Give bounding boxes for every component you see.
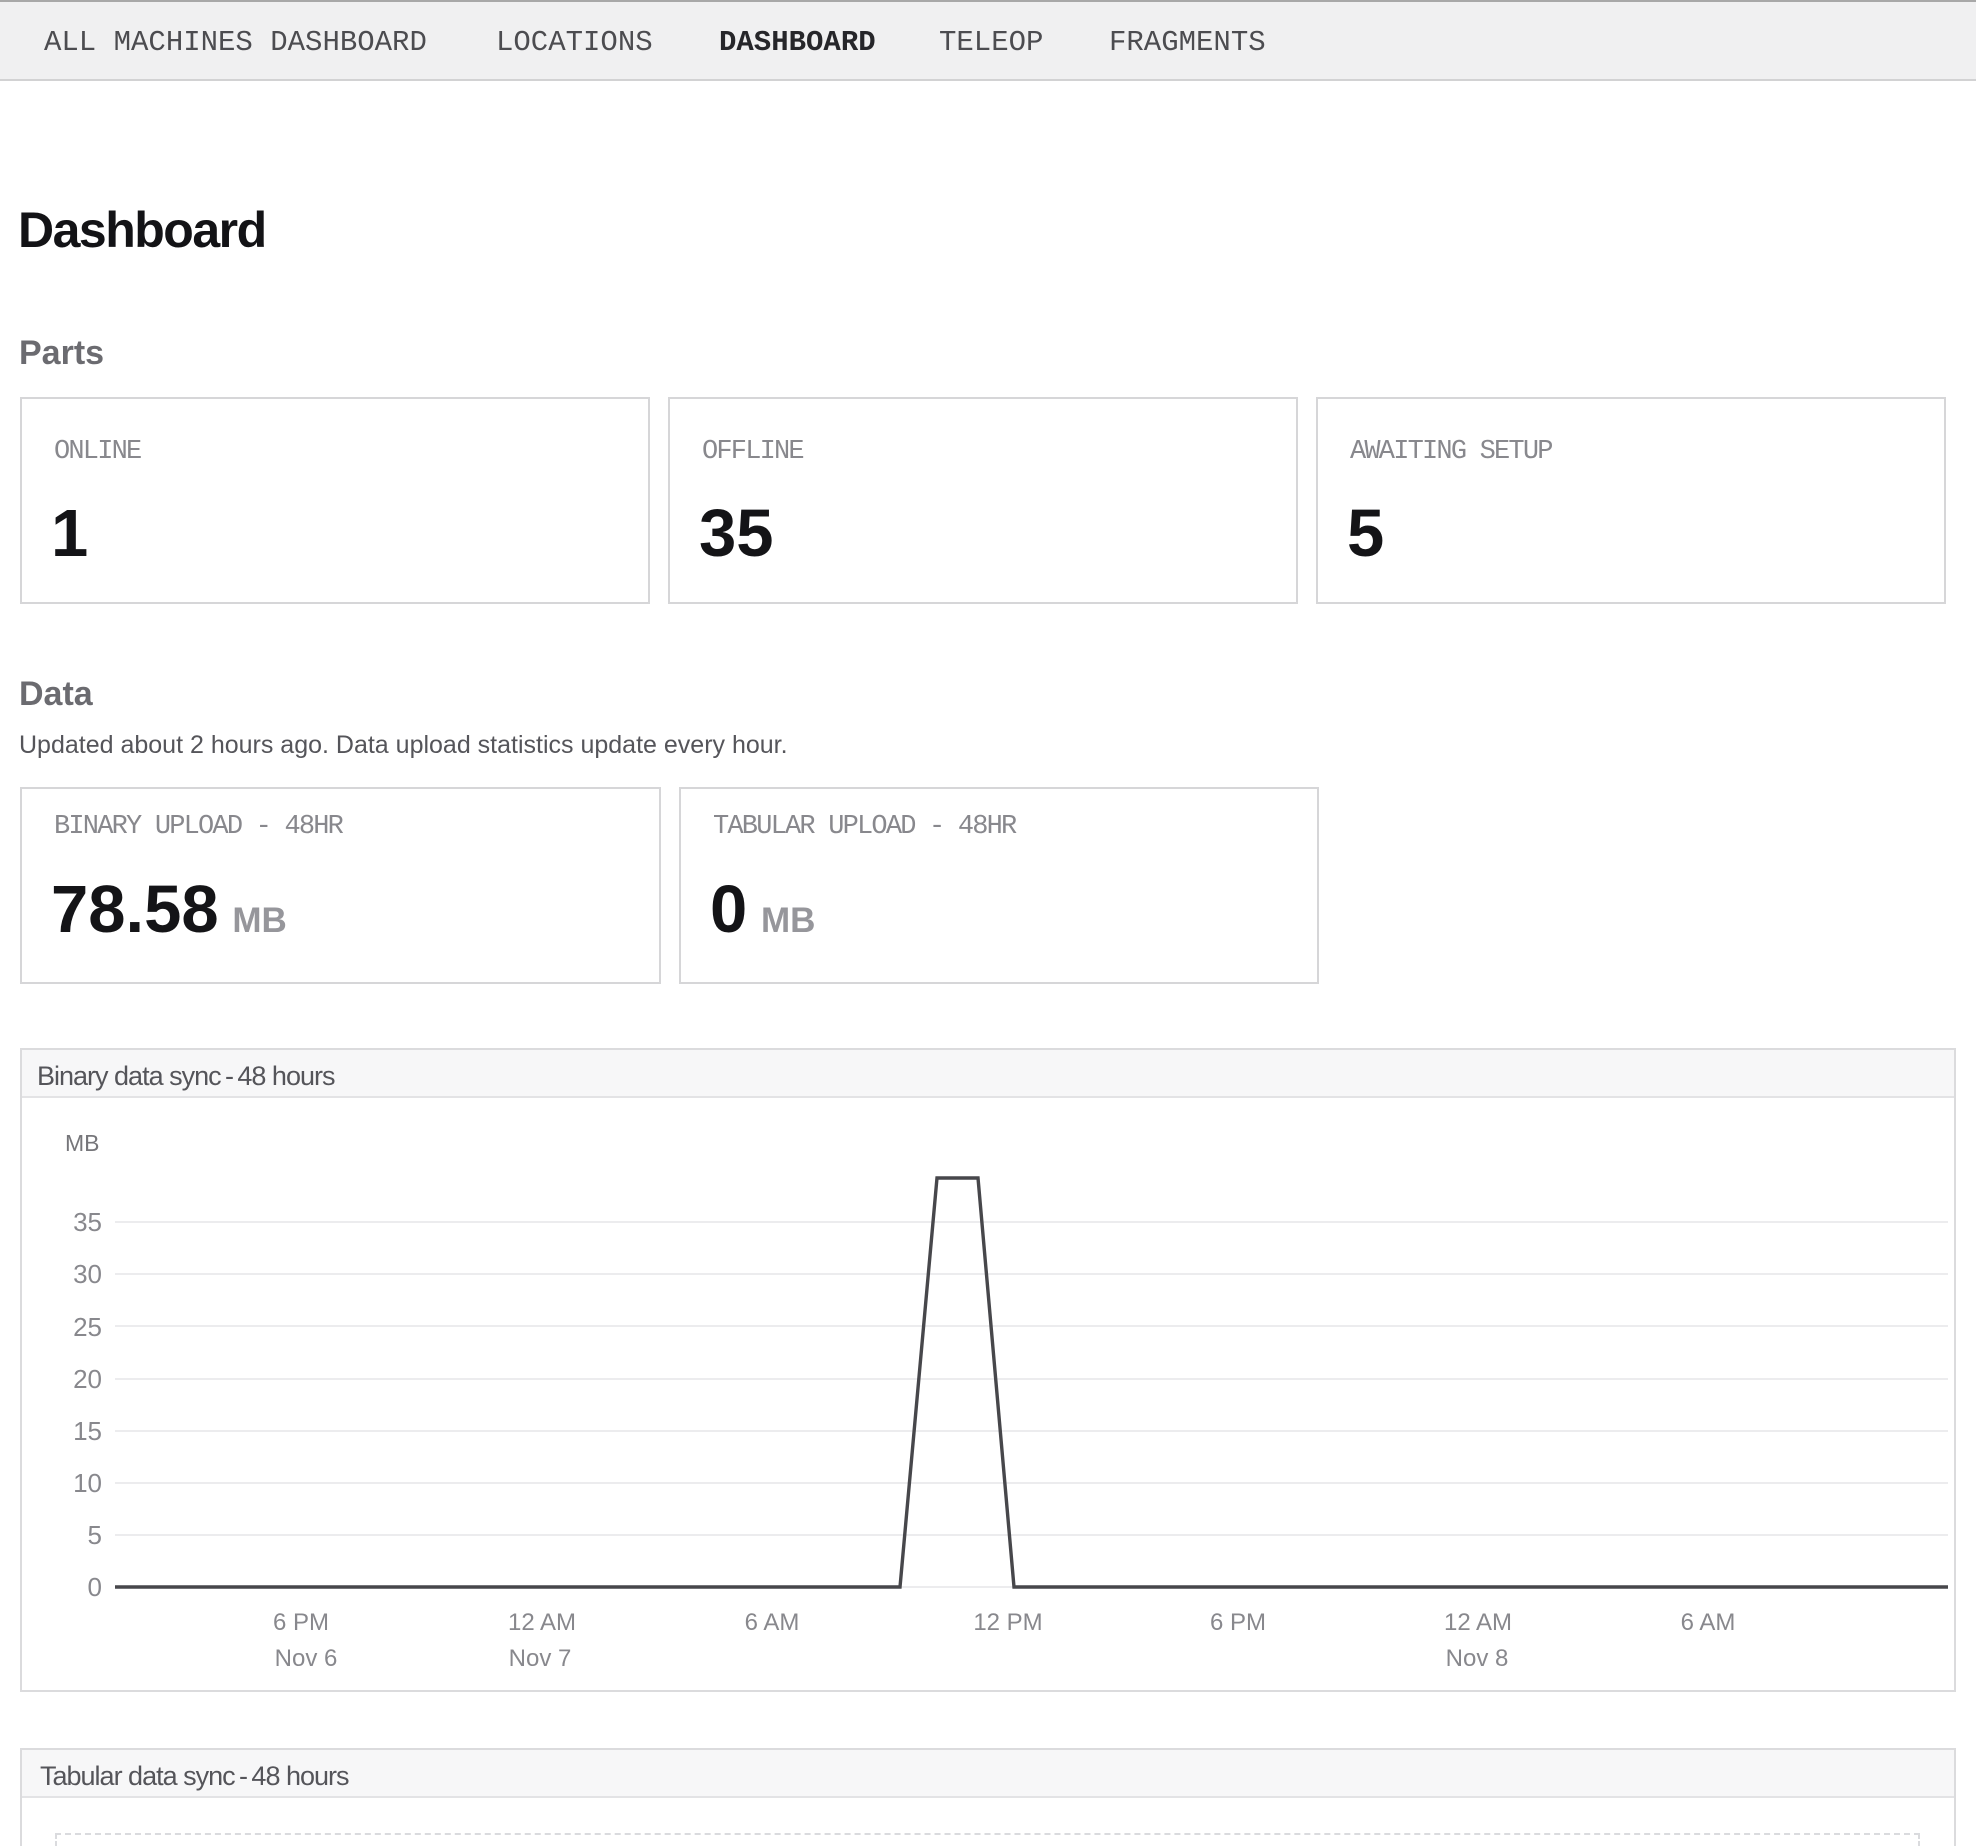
svg-text:6 AM: 6 AM [745,1609,800,1636]
svg-text:20: 20 [73,1364,102,1394]
svg-text:30: 30 [73,1259,102,1289]
svg-text:35: 35 [73,1207,102,1237]
svg-text:25: 25 [73,1312,102,1342]
svg-text:MB: MB [65,1130,100,1156]
svg-text:12 AM: 12 AM [508,1609,576,1636]
svg-text:5: 5 [88,1520,102,1550]
svg-text:0: 0 [88,1572,102,1602]
svg-text:Nov 6: Nov 6 [275,1645,338,1672]
svg-text:Nov 8: Nov 8 [1446,1645,1509,1672]
svg-text:6 AM: 6 AM [1681,1609,1736,1636]
svg-text:15: 15 [73,1416,102,1446]
svg-text:6 PM: 6 PM [273,1609,329,1636]
svg-text:6 PM: 6 PM [1210,1609,1266,1636]
svg-text:12 AM: 12 AM [1444,1609,1512,1636]
svg-text:Nov 7: Nov 7 [509,1645,572,1672]
svg-text:12 PM: 12 PM [973,1609,1042,1636]
svg-text:10: 10 [73,1468,102,1498]
